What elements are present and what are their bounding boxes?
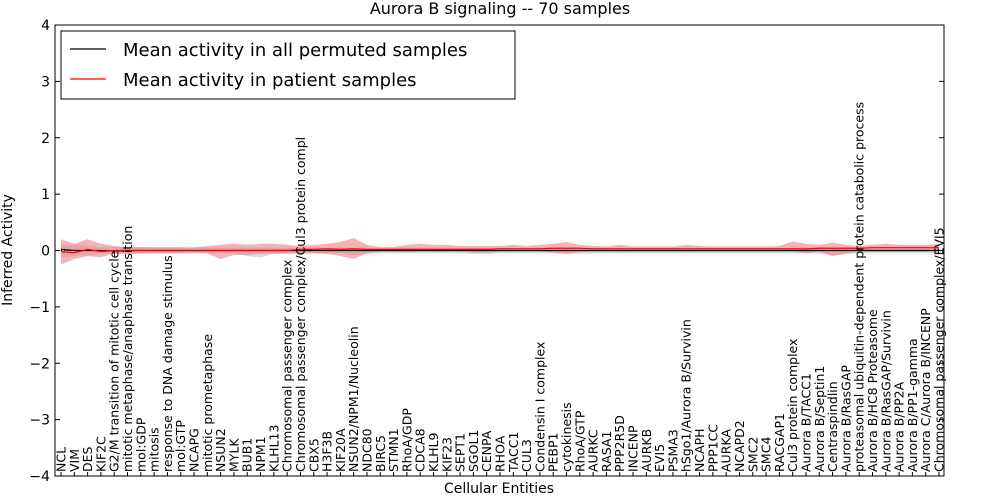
- entity-label: mol:GDP: [133, 417, 148, 472]
- chart-title: Aurora B signaling -- 70 samples: [370, 0, 630, 18]
- entity-label: Chromosomal passenger complex/Cul3 prote…: [293, 137, 308, 472]
- entity-label: Aurora B/PP2A: [892, 381, 907, 472]
- entity-label: KIF20A: [333, 428, 348, 472]
- entity-label: BIRC5: [373, 435, 388, 472]
- y-tick-label: 3: [41, 74, 50, 90]
- y-tick-label: 0: [41, 244, 50, 260]
- entity-label: EVI5: [652, 444, 667, 472]
- entity-label: Aurora B/TACC1: [798, 373, 813, 472]
- y-tick-label: −3: [29, 413, 50, 429]
- entity-label: Condensin I complex: [532, 342, 547, 472]
- entity-label: Cul3 protein complex: [785, 339, 800, 472]
- entity-label: Aurora B/RasGAP/Survivin: [878, 310, 893, 472]
- entity-label: BUB1: [240, 438, 255, 472]
- entity-label: Aurora B/HC8 Proteasome: [865, 309, 880, 472]
- entity-label: H3F3B: [320, 431, 335, 472]
- y-axis-label: Inferred Activity: [0, 194, 16, 306]
- entity-label: KLHL9: [426, 432, 441, 472]
- entity-label: hSgo1/Aurora B/Survivin: [679, 319, 694, 472]
- y-tick-label: −4: [29, 469, 50, 485]
- entity-label: TACC1: [506, 432, 521, 473]
- patient-band: [61, 238, 939, 265]
- entity-label: PEBP1: [546, 432, 561, 472]
- entity-label: RhoA/GTP: [572, 410, 587, 472]
- entity-label: Aurora B/PP1-gamma: [905, 338, 920, 472]
- entity-label: KIF23: [439, 437, 454, 472]
- entity-label: Chromosomal passenger complex/EVI5: [932, 227, 947, 472]
- entity-label: response to DNA damage stimulus: [160, 255, 175, 472]
- entity-label: KLHL13: [266, 425, 281, 472]
- legend: Mean activity in all permuted samples Me…: [60, 30, 516, 100]
- legend-entry-permuted: Mean activity in all permuted samples: [123, 40, 467, 61]
- entity-label: CENPA: [479, 430, 494, 472]
- entity-label: MYLK: [226, 438, 241, 472]
- entity-label: Chromosomal passenger complex: [280, 260, 295, 472]
- entity-label: Aurora C/Aurora B/INCENP: [918, 308, 933, 472]
- y-axis: −4 −3 −2 −1 0 1 2 3 4: [29, 18, 944, 485]
- plot-area: [55, 238, 944, 265]
- x-axis-label: Cellular Entities: [444, 481, 554, 497]
- entity-label: INCENP: [626, 425, 641, 472]
- entity-label: Centraspindlin: [825, 381, 840, 472]
- legend-entry-patient: Mean activity in patient samples: [123, 70, 417, 91]
- y-tick-label: 4: [41, 18, 50, 34]
- series-line-patient: [60, 247, 939, 254]
- entity-label: NPM1: [253, 436, 268, 472]
- entity-label: NCAPH: [692, 428, 707, 472]
- entity-label: AURKB: [639, 429, 654, 472]
- entity-label: RHOA: [493, 435, 508, 472]
- legend-box: [60, 30, 516, 100]
- entity-label: STMN1: [386, 428, 401, 472]
- entity-label: DES: [80, 446, 95, 472]
- entity-label: NDC80: [359, 428, 374, 472]
- entity-label: NSUN2: [213, 428, 228, 472]
- entity-label: VIM: [67, 449, 82, 472]
- entity-label: SGOL1: [466, 430, 481, 472]
- entity-label: Aurora B/Septin1: [812, 366, 827, 472]
- y-tick-label: −2: [29, 356, 50, 372]
- entity-label: mitotic prometaphase: [200, 334, 215, 472]
- entity-label: AURKA: [719, 429, 734, 472]
- entity-label: NSUN2/NPM1/Nucleolin: [346, 326, 361, 472]
- entity-label: CUL3: [519, 439, 534, 472]
- entity-label: G2/M transition of mitotic cell cycle: [107, 250, 122, 472]
- entity-label: Aurora B/RasGAP: [838, 365, 853, 472]
- entity-label: proteasomal ubiquitin-dependent protein …: [852, 102, 867, 472]
- y-tick-label: 2: [41, 131, 50, 147]
- entity-label: CDCA8: [413, 428, 428, 472]
- entity-label: KIF2C: [93, 436, 108, 472]
- y-tick-label: 1: [41, 187, 50, 203]
- entity-label: RASA1: [599, 431, 614, 472]
- entity-label: RACGAP1: [772, 413, 787, 472]
- entity-label: PPP1CC: [705, 424, 720, 472]
- entity-label: SMC4: [759, 437, 774, 472]
- entity-label: SMC2: [745, 437, 760, 472]
- entity-label: NCL: [54, 447, 69, 472]
- entity-label: NCAPD2: [732, 420, 747, 472]
- entity-label: mitosis: [147, 427, 162, 472]
- entity-label: mitotic metaphase/anaphase transition: [120, 226, 135, 472]
- entity-label: AURKC: [586, 429, 601, 472]
- entity-label: mol:GTP: [173, 420, 188, 472]
- entity-label: PPP2R5D: [612, 415, 627, 472]
- y-tick-label: −1: [29, 300, 50, 316]
- entity-label: CBX5: [306, 438, 321, 472]
- entity-label: SEPT1: [453, 433, 468, 472]
- entity-label: PSMA3: [665, 429, 680, 472]
- entity-label: cytokinesis: [559, 402, 574, 472]
- entity-label: RhoA/GDP: [399, 408, 414, 472]
- entity-label: NCAPG: [187, 428, 202, 472]
